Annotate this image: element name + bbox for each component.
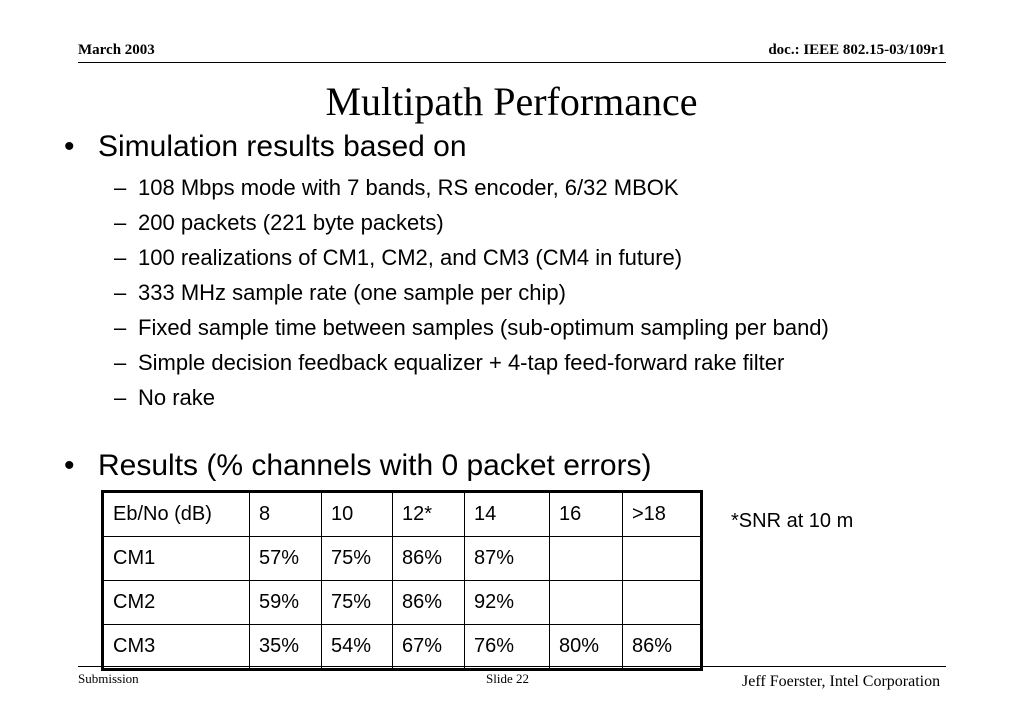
bullet-dot-icon: •	[64, 449, 75, 482]
dash-icon: –	[114, 245, 127, 270]
footer-submission: Submission	[78, 671, 139, 686]
sub-bullet-list: –108 Mbps mode with 7 bands, RS encoder,…	[114, 175, 914, 420]
table-cell: 86%	[622, 624, 702, 670]
table-row: CM3 35% 54% 67% 76% 80% 86%	[102, 624, 702, 670]
table-cell	[622, 536, 702, 581]
sub-bullet-text: 200 packets (221 byte packets)	[138, 210, 444, 235]
dash-icon: –	[114, 385, 127, 410]
table-cell: 80%	[549, 624, 623, 670]
table-cell	[549, 580, 623, 625]
dash-icon: –	[114, 350, 127, 375]
table-cell: CM2	[102, 580, 250, 625]
header-divider	[78, 62, 946, 63]
sub-bullet-text: Fixed sample time between samples (sub-o…	[138, 315, 829, 340]
table-cell: 86%	[392, 580, 465, 625]
sub-bullet-item: –200 packets (221 byte packets)	[114, 210, 914, 235]
dash-icon: –	[114, 280, 127, 305]
table-cell: 54%	[321, 624, 393, 670]
table-cell: 76%	[464, 624, 550, 670]
sub-bullet-text: 333 MHz sample rate (one sample per chip…	[138, 280, 566, 305]
dash-icon: –	[114, 175, 127, 200]
dash-icon: –	[114, 210, 127, 235]
bullet-text: Results (% channels with 0 packet errors…	[98, 449, 652, 482]
table-cell	[622, 580, 702, 625]
footer-divider	[78, 666, 946, 667]
snr-footnote: *SNR at 10 m	[731, 510, 854, 532]
sub-bullet-item: –100 realizations of CM1, CM2, and CM3 (…	[114, 245, 914, 270]
footer-author: Jeff Foerster, Intel Corporation	[742, 673, 941, 690]
bullet-text: Simulation results based on	[98, 130, 467, 163]
bullet-dot-icon: •	[64, 130, 75, 163]
table-cell: 87%	[464, 536, 550, 581]
table-cell: 75%	[321, 580, 393, 625]
table-cell: 12*	[392, 491, 465, 537]
sub-bullet-item: – Fixed sample time between samples (sub-…	[114, 315, 898, 340]
table-row: CM2 59% 75% 86% 92%	[102, 580, 702, 625]
table-cell: 86%	[392, 536, 465, 581]
header-doc-id: doc.: IEEE 802.15-03/109r1	[768, 42, 945, 58]
table-cell: 10	[321, 491, 393, 537]
dash-icon: –	[114, 315, 127, 340]
footer-slide-number: Slide 22	[486, 671, 529, 686]
table-cell: Eb/No (dB)	[102, 491, 250, 537]
sub-bullet-text: No rake	[138, 385, 216, 410]
sub-bullet-text: 100 realizations of CM1, CM2, and CM3 (C…	[138, 245, 683, 270]
slide-title: Multipath Performance	[325, 79, 698, 124]
results-table: Eb/No (dB) 8 10 12* 14 16 >18 CM1 57% 75…	[101, 490, 703, 671]
table-cell: 16	[549, 491, 623, 537]
table-cell: 8	[249, 491, 322, 537]
table-row: CM1 57% 75% 86% 87%	[102, 536, 702, 581]
table-cell: >18	[622, 491, 702, 537]
sub-bullet-item: – No rake	[114, 385, 914, 410]
sub-bullet-item: –108 Mbps mode with 7 bands, RS encoder,…	[114, 175, 914, 200]
table-cell: 57%	[249, 536, 322, 581]
table-cell: CM1	[102, 536, 250, 581]
sub-bullet-text: 108 Mbps mode with 7 bands, RS encoder, …	[138, 175, 679, 200]
table-header-row: Eb/No (dB) 8 10 12* 14 16 >18	[102, 491, 702, 537]
table-cell: 14	[464, 491, 550, 537]
sub-bullet-item: – Simple decision feedback equalizer + 4-…	[114, 350, 914, 375]
table-cell: 35%	[249, 624, 322, 670]
table-cell: 75%	[321, 536, 393, 581]
sub-bullet-item: –333 MHz sample rate (one sample per chi…	[114, 280, 914, 305]
sub-bullet-text: Simple decision feedback equalizer + 4-t…	[138, 350, 785, 375]
table-cell	[549, 536, 623, 581]
table-cell: 59%	[249, 580, 322, 625]
table-cell: CM3	[102, 624, 250, 670]
header-date: March 2003	[78, 42, 155, 58]
table-cell: 67%	[392, 624, 465, 670]
table-cell: 92%	[464, 580, 550, 625]
